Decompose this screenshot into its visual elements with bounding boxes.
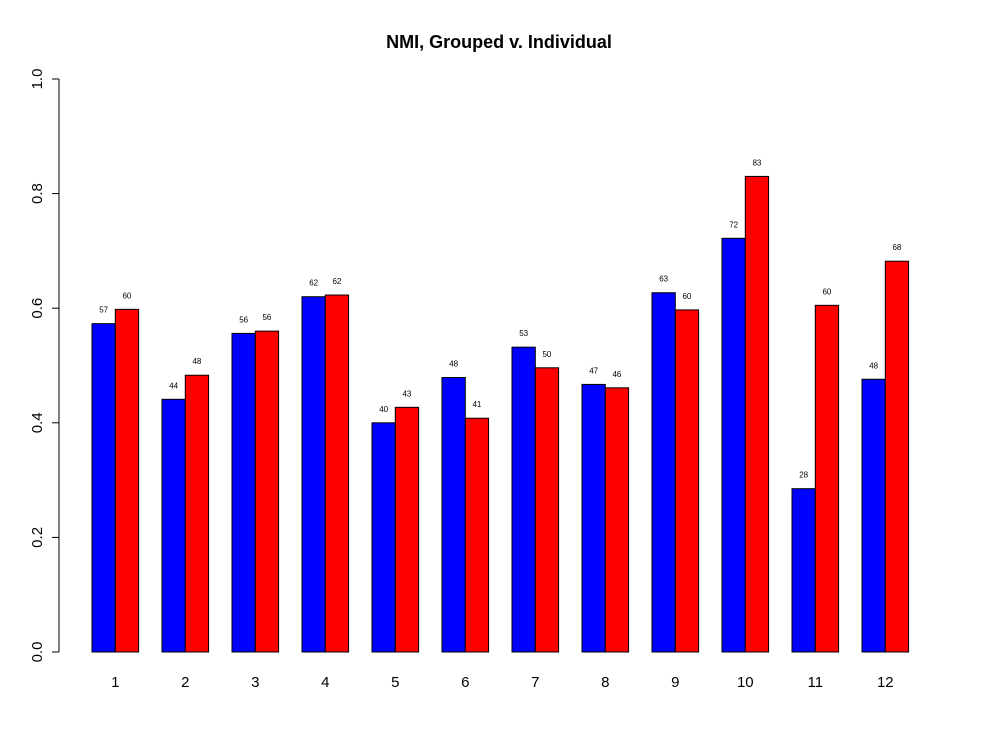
bar-series1-12 <box>861 378 886 653</box>
bar-value-label: 47 <box>589 366 598 375</box>
y-axis: 0.0 0.2 0.4 0.6 0.8 1.0 <box>29 69 60 663</box>
bars-group: 57 60 44 48 56 56 62 62 40 43 48 41 53 50 47 46 63 60 72 83… <box>91 158 910 653</box>
bar-value-label: 48 <box>449 360 458 369</box>
y-tick-label: 0.2 <box>29 527 46 548</box>
bar-series2-8 <box>604 387 630 653</box>
bar-value-label: 43 <box>402 389 411 398</box>
bar-value-label: 44 <box>169 381 178 390</box>
bar-value-label: 50 <box>542 350 551 359</box>
bar-value-label: 40 <box>379 405 388 414</box>
bar-series2-11 <box>814 304 840 653</box>
bar-series2-2 <box>184 374 210 653</box>
x-category-label: 1 <box>111 674 119 691</box>
bar-series1-5 <box>371 422 396 653</box>
x-category-label: 5 <box>391 674 399 691</box>
x-axis: 1 2 3 4 5 6 7 8 9 10 11 12 <box>111 674 894 691</box>
bar-series1-8 <box>581 383 606 653</box>
bar-value-label: 56 <box>262 313 271 322</box>
y-tick-label: 0.4 <box>29 412 46 433</box>
bar-value-label: 46 <box>612 370 621 379</box>
bar-series1-10 <box>721 237 746 653</box>
bar-series1-3 <box>231 332 256 653</box>
bar-series1-7 <box>511 346 536 653</box>
bar-series1-2 <box>161 398 186 653</box>
bar-series2-6 <box>464 417 490 653</box>
bar-value-label: 41 <box>472 400 481 409</box>
x-category-label: 3 <box>251 674 259 691</box>
y-tick-label: 0.8 <box>29 183 46 204</box>
bar-series1-11 <box>791 488 816 653</box>
bar-series2-4 <box>324 294 350 653</box>
bar-value-label: 48 <box>192 357 201 366</box>
y-tick-label: 0.0 <box>29 642 46 663</box>
bar-value-label: 48 <box>869 361 878 370</box>
bar-series2-5 <box>394 406 420 653</box>
x-category-label: 7 <box>531 674 539 691</box>
bar-series2-7 <box>534 367 560 653</box>
x-category-label: 6 <box>461 674 469 691</box>
x-category-label: 11 <box>808 674 824 691</box>
bar-series2-1 <box>114 308 140 653</box>
x-category-label: 2 <box>181 674 189 691</box>
chart-title: NMI, Grouped v. Individual <box>386 32 612 52</box>
bar-series2-3 <box>254 330 280 653</box>
bar-series2-12 <box>884 260 910 653</box>
bar-value-label: 72 <box>729 220 738 229</box>
bar-value-label: 83 <box>752 158 761 167</box>
x-category-label: 10 <box>737 674 754 691</box>
bar-value-label: 68 <box>892 243 901 252</box>
bar-value-label: 60 <box>822 287 831 296</box>
y-tick-label: 1.0 <box>29 69 46 90</box>
bar-value-label: 60 <box>682 292 691 301</box>
x-category-label: 4 <box>321 674 329 691</box>
bar-value-label: 28 <box>799 471 808 480</box>
y-tick-label: 0.6 <box>29 298 46 319</box>
bar-value-label: 53 <box>519 329 528 338</box>
x-category-label: 9 <box>671 674 679 691</box>
bar-series2-9 <box>674 309 700 653</box>
bar-series1-1 <box>91 323 116 653</box>
bar-value-label: 57 <box>99 306 108 315</box>
bar-value-label: 56 <box>239 315 248 324</box>
bar-value-label: 63 <box>659 275 668 284</box>
x-category-label: 8 <box>601 674 609 691</box>
bar-series1-4 <box>301 296 326 653</box>
bar-value-label: 62 <box>332 277 341 286</box>
x-category-label: 12 <box>877 674 894 691</box>
bar-series2-10 <box>744 175 770 653</box>
bar-series1-9 <box>651 292 676 653</box>
bar-value-label: 62 <box>309 279 318 288</box>
bar-series1-6 <box>441 377 466 653</box>
bar-value-label: 60 <box>122 291 131 300</box>
